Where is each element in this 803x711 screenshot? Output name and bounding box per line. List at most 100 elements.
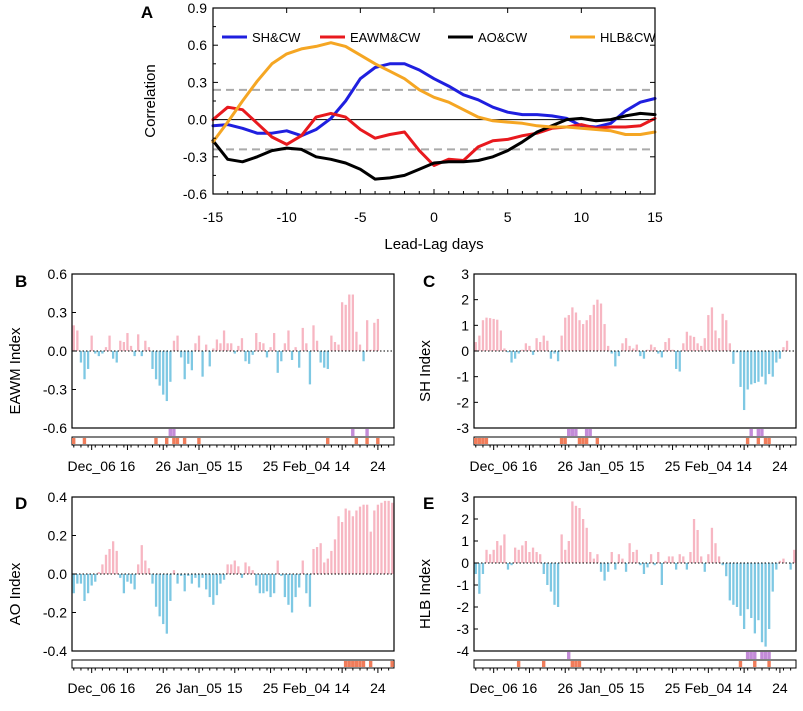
bar-e bbox=[757, 563, 760, 621]
event-marker-e bbox=[574, 661, 578, 667]
x-tick-label-e: Dec_06 bbox=[470, 680, 518, 696]
bar-b bbox=[362, 351, 365, 362]
purple-marker-c bbox=[749, 429, 753, 436]
event-marker-b bbox=[172, 438, 176, 444]
event-marker-b bbox=[365, 438, 369, 444]
bar-c bbox=[742, 351, 746, 411]
bar-c bbox=[746, 351, 749, 390]
bar-d bbox=[90, 574, 93, 586]
x-tick-label-b: 16 bbox=[120, 458, 136, 474]
bar-c bbox=[757, 351, 760, 382]
bar-d bbox=[219, 574, 222, 584]
bar-e bbox=[746, 563, 749, 610]
purple-marker-e bbox=[763, 652, 768, 659]
bar-b bbox=[308, 351, 312, 385]
bar-c bbox=[621, 343, 624, 351]
bar-d bbox=[172, 570, 176, 574]
bar-b bbox=[122, 342, 126, 351]
bar-c bbox=[768, 351, 771, 375]
bar-c bbox=[499, 330, 502, 351]
bar-e bbox=[657, 552, 660, 563]
bar-c bbox=[750, 351, 753, 385]
bar-b bbox=[301, 327, 304, 351]
bar-c bbox=[692, 336, 696, 351]
bar-e bbox=[549, 563, 553, 592]
bar-c bbox=[553, 351, 556, 354]
bar-d bbox=[194, 574, 197, 578]
bar-d bbox=[294, 574, 297, 598]
bar-b bbox=[251, 351, 254, 355]
panel-label-e: E bbox=[423, 494, 434, 513]
bar-b bbox=[76, 330, 79, 351]
bar-d bbox=[358, 506, 362, 575]
bar-b bbox=[140, 351, 143, 357]
y-tick-label-d: -0.2 bbox=[43, 605, 67, 621]
y-tick-label-c: -1 bbox=[457, 369, 470, 385]
bar-b bbox=[226, 343, 229, 351]
bar-e bbox=[596, 554, 599, 563]
bar-e bbox=[589, 552, 592, 563]
y-tick-label-c: 1 bbox=[461, 317, 469, 333]
bar-d bbox=[280, 574, 283, 576]
bar-e bbox=[514, 547, 517, 563]
bar-c bbox=[682, 343, 685, 351]
bar-b bbox=[319, 351, 322, 363]
bar-b bbox=[280, 351, 283, 362]
x-tick-label-e: 14 bbox=[736, 680, 752, 696]
x-tick-label-b: 26 bbox=[155, 458, 171, 474]
bar-e bbox=[488, 554, 492, 563]
purple-marker-c bbox=[574, 429, 578, 436]
bar-e bbox=[567, 541, 570, 563]
bar-c bbox=[546, 340, 549, 351]
bar-e bbox=[717, 556, 721, 563]
x-axis-label-a: Lead-Lag days bbox=[384, 236, 483, 253]
x-tick-label-b: 25 bbox=[263, 458, 279, 474]
bar-e bbox=[556, 563, 560, 607]
bar-d bbox=[76, 574, 79, 584]
bar-b bbox=[230, 343, 233, 351]
bar-c bbox=[474, 342, 477, 351]
bar-e bbox=[660, 563, 663, 585]
bar-c bbox=[592, 304, 595, 351]
bar-e bbox=[503, 534, 506, 563]
bar-c bbox=[596, 299, 599, 351]
bar-b bbox=[190, 351, 193, 371]
bar-e bbox=[474, 563, 477, 574]
purple-marker-e bbox=[753, 652, 757, 659]
event-marker-d bbox=[351, 661, 355, 667]
bar-e bbox=[628, 543, 631, 563]
event-marker-c bbox=[563, 438, 567, 444]
x-tick-label-d: 14 bbox=[334, 680, 350, 696]
bar-e bbox=[535, 552, 538, 563]
bar-c bbox=[785, 340, 789, 351]
bar-b bbox=[158, 351, 161, 386]
bar-d bbox=[104, 554, 108, 574]
bar-c bbox=[628, 345, 631, 351]
bar-b bbox=[119, 340, 122, 351]
bar-c bbox=[528, 345, 531, 351]
bar-c bbox=[700, 345, 703, 351]
legend-label: AO&CW bbox=[478, 30, 528, 45]
bar-c bbox=[717, 338, 721, 351]
bar-d bbox=[330, 550, 333, 574]
bar-e bbox=[607, 563, 610, 572]
bar-b bbox=[83, 351, 86, 380]
bar-d bbox=[305, 574, 308, 594]
purple-marker-c bbox=[756, 429, 761, 436]
bar-d bbox=[240, 574, 244, 578]
bar-b bbox=[240, 338, 244, 351]
y-tick-label-b: 0.3 bbox=[48, 305, 68, 321]
y-axis-label-e: HLB Index bbox=[417, 558, 434, 629]
bar-e bbox=[560, 534, 563, 563]
bar-d bbox=[233, 560, 236, 574]
bar-e bbox=[760, 563, 764, 643]
bar-c bbox=[492, 318, 495, 351]
x-tick-label-e: 15 bbox=[629, 680, 645, 696]
event-marker-e bbox=[570, 661, 574, 667]
y-tick-label-a: -0.3 bbox=[183, 149, 207, 165]
bar-d bbox=[387, 500, 390, 574]
bar-c bbox=[728, 343, 731, 351]
x-tick-label-c: 16 bbox=[522, 458, 538, 474]
bar-d bbox=[391, 502, 394, 574]
x-tick-label-d: 25 bbox=[263, 680, 279, 696]
